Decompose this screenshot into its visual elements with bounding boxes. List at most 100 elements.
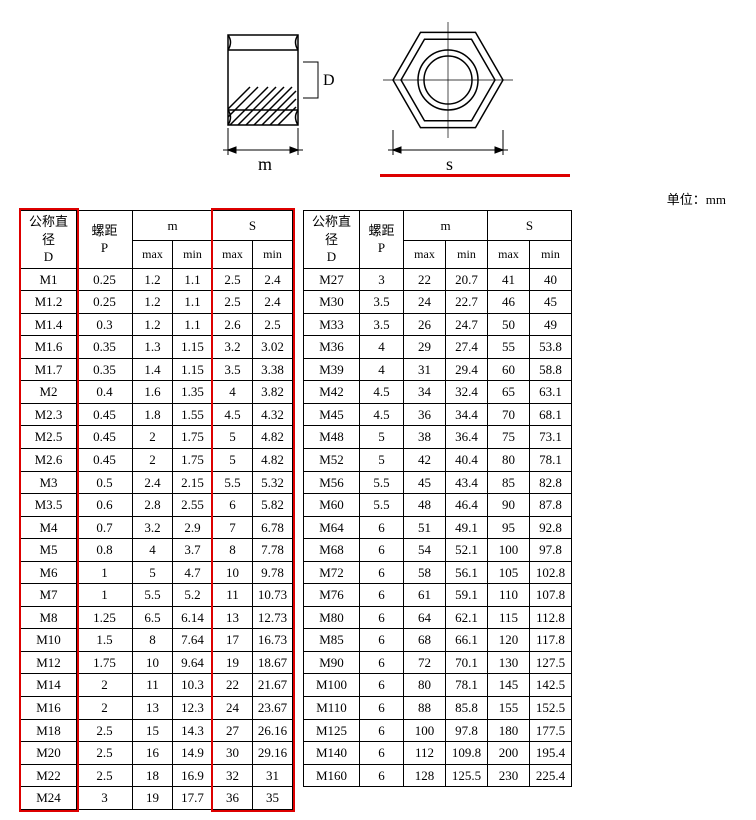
cell-smin: 21.67 bbox=[253, 674, 293, 697]
cell-smin: 10.73 bbox=[253, 584, 293, 607]
cell-smin: 5.32 bbox=[253, 471, 293, 494]
cell-d: M160 bbox=[304, 764, 360, 787]
cell-smax: 70 bbox=[488, 403, 530, 426]
table-row: M40.73.22.976.78 bbox=[21, 516, 293, 539]
cell-smin: 12.73 bbox=[253, 606, 293, 629]
cell-mmin: 16.9 bbox=[173, 764, 213, 787]
table-row: M2732220.74140 bbox=[304, 268, 572, 291]
cell-p: 0.45 bbox=[77, 426, 133, 449]
cell-mmax: 112 bbox=[404, 742, 446, 765]
cell-smax: 50 bbox=[488, 313, 530, 336]
cell-smin: 82.8 bbox=[530, 471, 572, 494]
cell-mmin: 10.3 bbox=[173, 674, 213, 697]
cell-smin: 73.1 bbox=[530, 426, 572, 449]
cell-smax: 90 bbox=[488, 494, 530, 517]
cell-smin: 7.78 bbox=[253, 539, 293, 562]
cell-d: M22 bbox=[21, 764, 77, 787]
table-row: M2431917.73635 bbox=[21, 787, 293, 810]
table-row: M20.41.61.3543.82 bbox=[21, 381, 293, 404]
cell-d: M2.3 bbox=[21, 403, 77, 426]
table-row: M2.60.4521.7554.82 bbox=[21, 449, 293, 472]
table-row: M11068885.8155152.5 bbox=[304, 697, 572, 720]
cell-mmin: 52.1 bbox=[446, 539, 488, 562]
cell-mmin: 59.1 bbox=[446, 584, 488, 607]
cell-smin: 78.1 bbox=[530, 449, 572, 472]
cell-mmin: 29.4 bbox=[446, 358, 488, 381]
cell-smin: 3.82 bbox=[253, 381, 293, 404]
cell-p: 6 bbox=[360, 674, 404, 697]
cell-smax: 5.5 bbox=[213, 471, 253, 494]
cell-smax: 7 bbox=[213, 516, 253, 539]
hdr-s: S bbox=[488, 211, 572, 241]
cell-p: 0.5 bbox=[77, 471, 133, 494]
cell-d: M64 bbox=[304, 516, 360, 539]
cell-mmin: 49.1 bbox=[446, 516, 488, 539]
cell-smax: 120 bbox=[488, 629, 530, 652]
table-row: M2.50.4521.7554.82 bbox=[21, 426, 293, 449]
cell-mmin: 78.1 bbox=[446, 674, 488, 697]
cell-mmax: 2.8 bbox=[133, 494, 173, 517]
cell-mmax: 64 bbox=[404, 606, 446, 629]
cell-mmin: 14.3 bbox=[173, 719, 213, 742]
cell-d: M8 bbox=[21, 606, 77, 629]
cell-mmax: 34 bbox=[404, 381, 446, 404]
cell-smax: 115 bbox=[488, 606, 530, 629]
cell-mmax: 100 bbox=[404, 719, 446, 742]
hdr-d: 公称直径D bbox=[304, 211, 360, 269]
cell-mmin: 125.5 bbox=[446, 764, 488, 787]
hdr-p: 螺距P bbox=[360, 211, 404, 269]
cell-p: 2.5 bbox=[77, 764, 133, 787]
table-row: M1.40.31.21.12.62.5 bbox=[21, 313, 293, 336]
cell-d: M20 bbox=[21, 742, 77, 765]
red-underline-annotation bbox=[380, 174, 570, 177]
cell-d: M68 bbox=[304, 539, 360, 562]
cell-p: 4.5 bbox=[360, 403, 404, 426]
cell-mmax: 1.2 bbox=[133, 291, 173, 314]
cell-mmax: 61 bbox=[404, 584, 446, 607]
cell-mmax: 1.2 bbox=[133, 313, 173, 336]
cell-p: 3 bbox=[77, 787, 133, 810]
table-row: M1.70.351.41.153.53.38 bbox=[21, 358, 293, 381]
cell-p: 1.25 bbox=[77, 606, 133, 629]
cell-p: 0.35 bbox=[77, 336, 133, 359]
cell-p: 1 bbox=[77, 561, 133, 584]
unit-label: 单位：mm bbox=[10, 189, 746, 208]
cell-smax: 13 bbox=[213, 606, 253, 629]
cell-d: M18 bbox=[21, 719, 77, 742]
cell-p: 2.5 bbox=[77, 719, 133, 742]
spec-table-left: 公称直径D 螺距P m S max min max min M10.251.21… bbox=[20, 210, 293, 810]
cell-mmin: 1.55 bbox=[173, 403, 213, 426]
cell-smin: 4.82 bbox=[253, 426, 293, 449]
cell-smax: 30 bbox=[213, 742, 253, 765]
cell-smax: 105 bbox=[488, 561, 530, 584]
cell-mmax: 2 bbox=[133, 449, 173, 472]
diagram-label-s: s bbox=[446, 154, 453, 174]
cell-mmax: 26 bbox=[404, 313, 446, 336]
cell-smax: 6 bbox=[213, 494, 253, 517]
cell-smin: 18.67 bbox=[253, 651, 293, 674]
cell-mmin: 36.4 bbox=[446, 426, 488, 449]
cell-p: 5.5 bbox=[360, 494, 404, 517]
diagram-svg: D m s bbox=[168, 10, 588, 180]
cell-d: M5 bbox=[21, 539, 77, 562]
cell-p: 0.8 bbox=[77, 539, 133, 562]
cell-p: 5.5 bbox=[360, 471, 404, 494]
cell-mmin: 20.7 bbox=[446, 268, 488, 291]
cell-smin: 102.8 bbox=[530, 561, 572, 584]
cell-smin: 45 bbox=[530, 291, 572, 314]
cell-smin: 127.5 bbox=[530, 651, 572, 674]
cell-mmin: 62.1 bbox=[446, 606, 488, 629]
cell-mmax: 31 bbox=[404, 358, 446, 381]
cell-p: 6 bbox=[360, 606, 404, 629]
table-row: M4853836.47573.1 bbox=[304, 426, 572, 449]
cell-mmin: 66.1 bbox=[446, 629, 488, 652]
cell-p: 6 bbox=[360, 719, 404, 742]
cell-smax: 5 bbox=[213, 449, 253, 472]
cell-smin: 142.5 bbox=[530, 674, 572, 697]
cell-smin: 16.73 bbox=[253, 629, 293, 652]
cell-mmax: 11 bbox=[133, 674, 173, 697]
cell-mmax: 51 bbox=[404, 516, 446, 539]
cell-mmin: 1.1 bbox=[173, 268, 213, 291]
cell-smax: 75 bbox=[488, 426, 530, 449]
cell-mmin: 34.4 bbox=[446, 403, 488, 426]
